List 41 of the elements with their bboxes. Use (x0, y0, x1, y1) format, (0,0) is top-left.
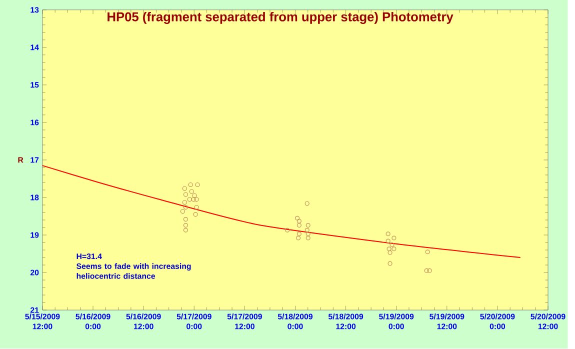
point (194, 197, 199, 202)
point (183, 223, 188, 228)
point (296, 236, 301, 240)
point (193, 212, 198, 217)
point (187, 197, 192, 202)
point (425, 250, 430, 254)
point (390, 242, 394, 248)
point (392, 236, 396, 240)
point (296, 232, 302, 236)
chart-title: HP05 (fragment separated from upper stage) Photometry (108, 12, 454, 24)
point (304, 201, 310, 206)
point (191, 197, 196, 202)
point (388, 261, 392, 266)
point (306, 236, 310, 240)
point (192, 194, 197, 198)
point (388, 250, 392, 256)
point (189, 189, 194, 194)
point (285, 228, 290, 233)
point (183, 205, 188, 210)
point (183, 192, 188, 197)
point (424, 268, 429, 274)
point (296, 223, 302, 228)
point (392, 246, 396, 252)
point (180, 209, 185, 214)
point (183, 217, 188, 222)
point (194, 205, 199, 210)
point (183, 228, 188, 233)
point (427, 268, 432, 274)
point (306, 223, 310, 228)
point (304, 228, 310, 233)
point (195, 182, 200, 188)
point (295, 216, 300, 221)
point (188, 182, 193, 188)
point (182, 186, 187, 191)
point (386, 238, 390, 244)
point (306, 232, 310, 236)
point (386, 246, 392, 252)
line-series (42, 165, 521, 258)
point (386, 232, 390, 236)
point (182, 200, 187, 205)
point (296, 219, 302, 224)
